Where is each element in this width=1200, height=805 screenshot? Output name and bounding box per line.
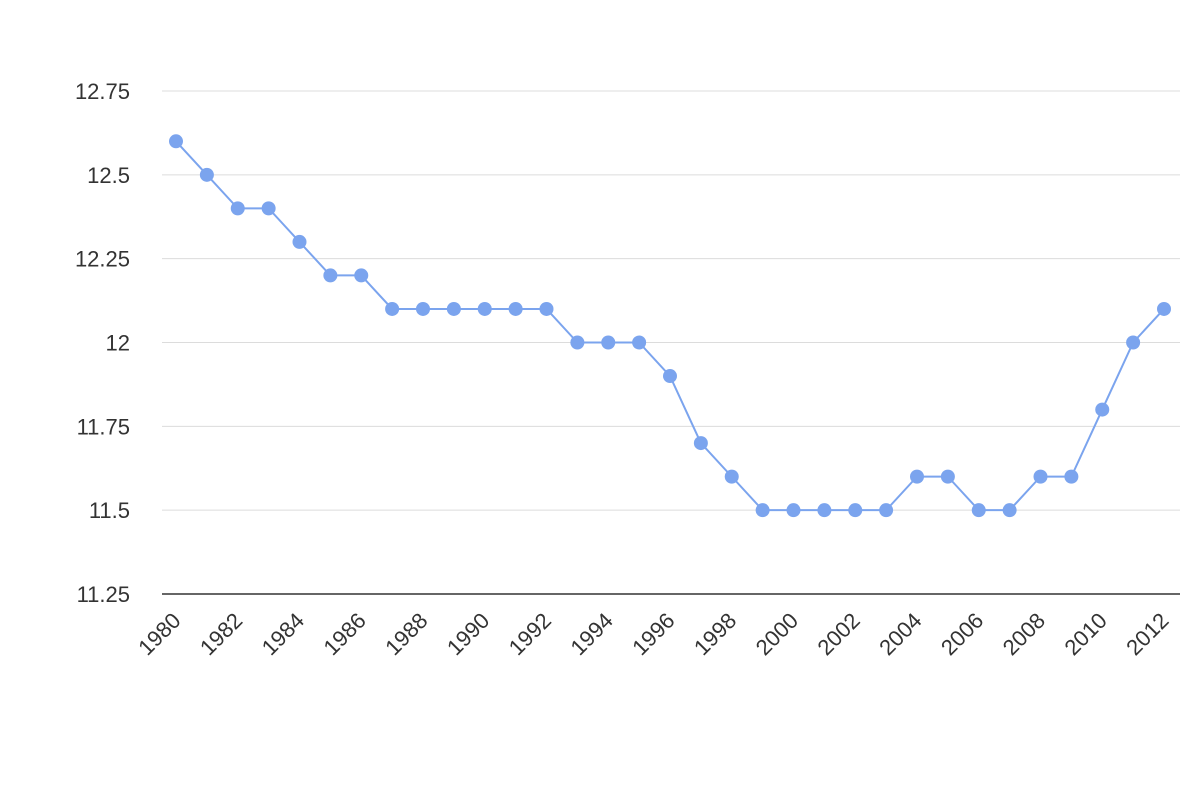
x-tick-label: 2004 xyxy=(874,608,926,660)
x-tick-label: 1982 xyxy=(195,608,247,660)
series-line xyxy=(175,140,1165,512)
x-tick-label: 2006 xyxy=(936,608,988,660)
x-tick-label: 1992 xyxy=(504,608,556,660)
y-tick-label: 11.75 xyxy=(77,414,130,439)
data-point[interactable] xyxy=(508,301,523,316)
data-point[interactable] xyxy=(261,201,276,216)
data-point[interactable] xyxy=(1064,469,1079,484)
x-axis-ticks: 1980 1982 1984 1986 1988 1990 1992 1994 1996 1998… xyxy=(133,608,1173,660)
x-tick-label: 1996 xyxy=(627,608,679,660)
data-point[interactable] xyxy=(1033,469,1048,484)
data-point[interactable] xyxy=(848,503,863,518)
data-point[interactable] xyxy=(755,503,770,518)
data-point[interactable] xyxy=(693,436,708,451)
data-point[interactable] xyxy=(1157,301,1171,316)
data-point[interactable] xyxy=(477,301,492,316)
x-tick-label: 1988 xyxy=(380,608,432,660)
data-point[interactable] xyxy=(169,134,183,149)
x-tick-label: 2002 xyxy=(812,608,864,660)
data-point[interactable] xyxy=(817,503,832,518)
y-tick-label: 12.75 xyxy=(75,79,130,104)
data-point[interactable] xyxy=(1126,335,1141,350)
x-tick-label: 2000 xyxy=(751,608,803,660)
data-point[interactable] xyxy=(199,167,214,182)
data-point[interactable] xyxy=(292,234,307,249)
y-tick-label: 12.25 xyxy=(75,247,130,272)
data-point[interactable] xyxy=(632,335,647,350)
x-tick-label: 1994 xyxy=(565,608,617,660)
data-point[interactable] xyxy=(416,301,430,316)
data-point[interactable] xyxy=(1002,503,1017,518)
x-tick-label: 1990 xyxy=(442,608,494,660)
data-point[interactable] xyxy=(786,503,801,518)
data-point[interactable] xyxy=(354,268,369,283)
x-tick-label: 2008 xyxy=(998,608,1050,660)
x-tick-label: 2012 xyxy=(1121,608,1173,660)
x-tick-label: 1986 xyxy=(318,608,370,660)
data-point[interactable] xyxy=(323,268,338,283)
points-layer xyxy=(169,134,1171,518)
grid-layer xyxy=(162,90,1180,595)
data-point[interactable] xyxy=(539,301,554,316)
series-layer xyxy=(175,140,1165,512)
x-tick-label: 1980 xyxy=(133,608,185,660)
y-tick-label: 11.5 xyxy=(89,498,130,523)
data-point[interactable] xyxy=(724,469,739,484)
data-point[interactable] xyxy=(601,335,616,350)
data-point[interactable] xyxy=(385,301,400,316)
y-tick-label: 11.25 xyxy=(77,582,130,607)
data-point[interactable] xyxy=(910,469,924,484)
data-point[interactable] xyxy=(879,503,894,518)
x-tick-label: 2010 xyxy=(1059,608,1111,660)
x-tick-label: 1984 xyxy=(257,608,309,660)
data-point[interactable] xyxy=(940,469,955,484)
x-tick-label: 1998 xyxy=(689,608,741,660)
data-point[interactable] xyxy=(1095,402,1110,417)
y-tick-label: 12.5 xyxy=(87,163,130,188)
y-axis-ticks: 11.25 11.5 11.75 12 12.25 12.5 12.75 xyxy=(75,79,130,607)
data-point[interactable] xyxy=(663,369,677,384)
data-point[interactable] xyxy=(570,335,585,350)
data-point[interactable] xyxy=(230,201,245,216)
y-tick-label: 12 xyxy=(106,331,130,356)
data-point[interactable] xyxy=(971,503,986,518)
data-point[interactable] xyxy=(446,301,461,316)
